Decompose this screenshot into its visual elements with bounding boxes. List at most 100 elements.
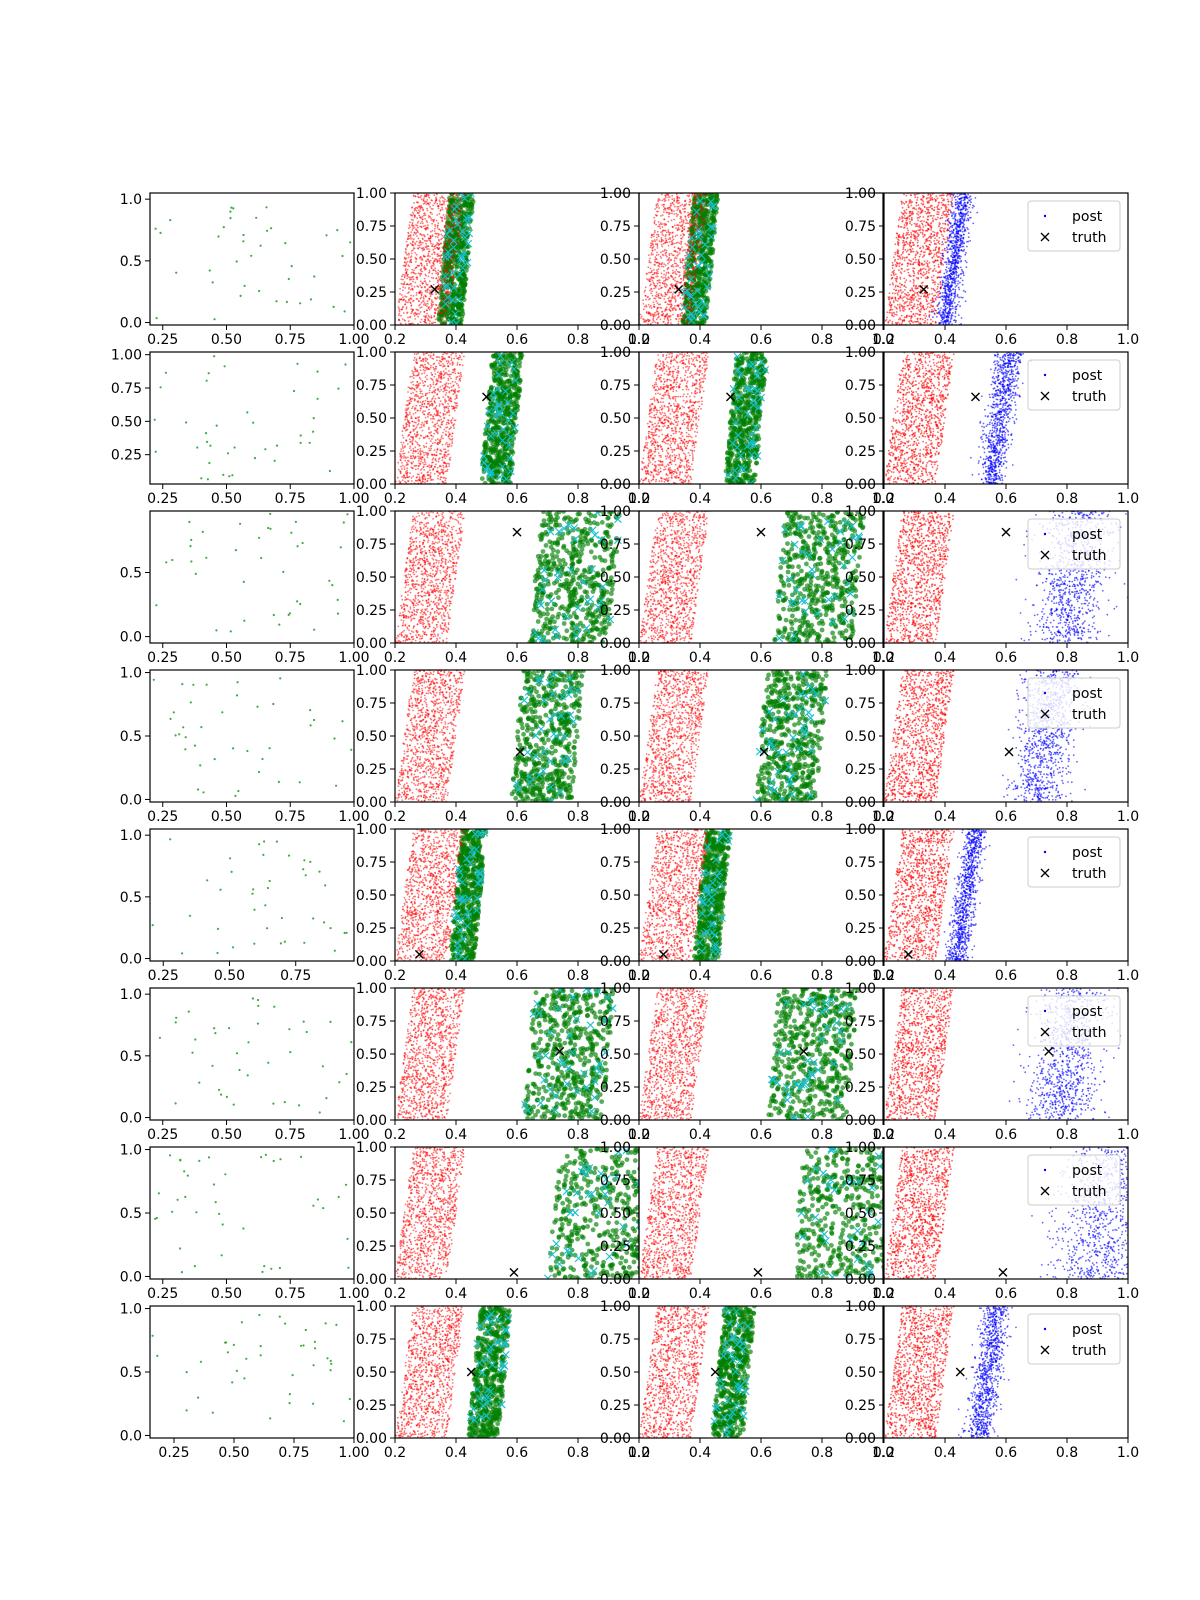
- red-point: [420, 318, 423, 321]
- red-point: [941, 194, 944, 197]
- red-point: [426, 199, 429, 201]
- red-point: [436, 242, 439, 244]
- red-point: [669, 259, 672, 262]
- red-point: [435, 197, 437, 200]
- prior-point: [299, 302, 302, 305]
- red-point: [400, 298, 403, 300]
- red-point: [658, 223, 661, 226]
- red-point: [675, 273, 678, 276]
- red-point: [408, 283, 410, 286]
- red-point: [420, 296, 423, 299]
- red-point: [913, 230, 916, 233]
- red-point: [663, 218, 666, 221]
- blue-point: [976, 211, 979, 214]
- red-point: [649, 246, 652, 249]
- red-point: [649, 284, 651, 287]
- red-point: [654, 208, 657, 210]
- cyan-cross: [443, 230, 451, 239]
- red-point: [410, 282, 412, 285]
- red-point: [409, 226, 411, 229]
- red-point: [428, 216, 430, 219]
- red-point: [700, 214, 702, 217]
- red-point: [920, 276, 923, 279]
- blue-point: [952, 239, 955, 242]
- green-point: [461, 297, 467, 303]
- red-point: [903, 237, 905, 240]
- red-point: [648, 259, 651, 262]
- green-point: [696, 280, 702, 285]
- red-point: [927, 208, 930, 211]
- red-point: [694, 285, 697, 288]
- red-point: [890, 304, 892, 307]
- prior-point: [242, 233, 245, 237]
- red-point: [674, 242, 676, 245]
- red-point: [646, 278, 648, 280]
- red-point: [922, 200, 925, 203]
- red-point: [430, 302, 433, 305]
- red-point: [897, 258, 900, 261]
- red-point: [424, 224, 427, 227]
- red-point: [406, 277, 408, 280]
- red-point: [440, 311, 442, 314]
- red-point: [404, 323, 407, 325]
- red-point: [404, 295, 406, 298]
- red-point: [894, 243, 897, 246]
- red-point: [405, 301, 408, 304]
- red-point: [921, 223, 924, 226]
- red-point: [661, 250, 664, 253]
- red-point: [912, 212, 915, 215]
- blue-point: [964, 216, 966, 218]
- red-point: [409, 279, 411, 281]
- red-point: [676, 195, 678, 198]
- red-point: [410, 271, 413, 274]
- red-point: [888, 292, 891, 294]
- red-point: [443, 201, 445, 204]
- red-point: [912, 233, 915, 236]
- red-point: [424, 321, 426, 324]
- red-point: [431, 288, 433, 291]
- red-point: [932, 249, 935, 252]
- red-point: [695, 193, 698, 196]
- prior-xtick-label: 1.00: [338, 332, 369, 348]
- red-point: [657, 253, 660, 256]
- red-point: [658, 262, 661, 265]
- red-point: [443, 225, 446, 227]
- red-point: [402, 305, 404, 308]
- red-point: [657, 312, 660, 314]
- red-point: [898, 269, 900, 272]
- blue-point: [951, 212, 954, 214]
- red-point: [410, 231, 413, 234]
- red-point: [949, 195, 952, 198]
- red-point: [648, 298, 650, 301]
- red-point: [665, 278, 667, 281]
- red-point: [671, 272, 674, 275]
- red-point: [656, 230, 659, 233]
- red-point: [933, 234, 936, 237]
- cyan-cross: [445, 226, 454, 235]
- red-point: [664, 276, 667, 279]
- red-point: [428, 215, 430, 217]
- red-point: [405, 268, 407, 270]
- red-point: [649, 261, 652, 264]
- red-point: [434, 200, 437, 202]
- red-point: [689, 302, 692, 305]
- red-point: [891, 321, 894, 323]
- red-point: [908, 212, 911, 215]
- red-point: [434, 245, 436, 248]
- red-point: [414, 243, 417, 246]
- green-point: [695, 320, 700, 325]
- red-point: [910, 235, 912, 238]
- red-point: [657, 235, 660, 238]
- cyan-cross: [460, 249, 469, 258]
- red-point: [415, 266, 418, 269]
- red-point: [895, 232, 898, 235]
- blue-point: [955, 319, 957, 322]
- red-point: [458, 235, 460, 237]
- red-point: [440, 290, 443, 293]
- red-point: [671, 269, 674, 272]
- red-point: [660, 263, 662, 265]
- red-point: [927, 296, 930, 299]
- red-point: [667, 229, 670, 231]
- cyan-cross: [452, 319, 461, 325]
- red-point: [651, 290, 654, 293]
